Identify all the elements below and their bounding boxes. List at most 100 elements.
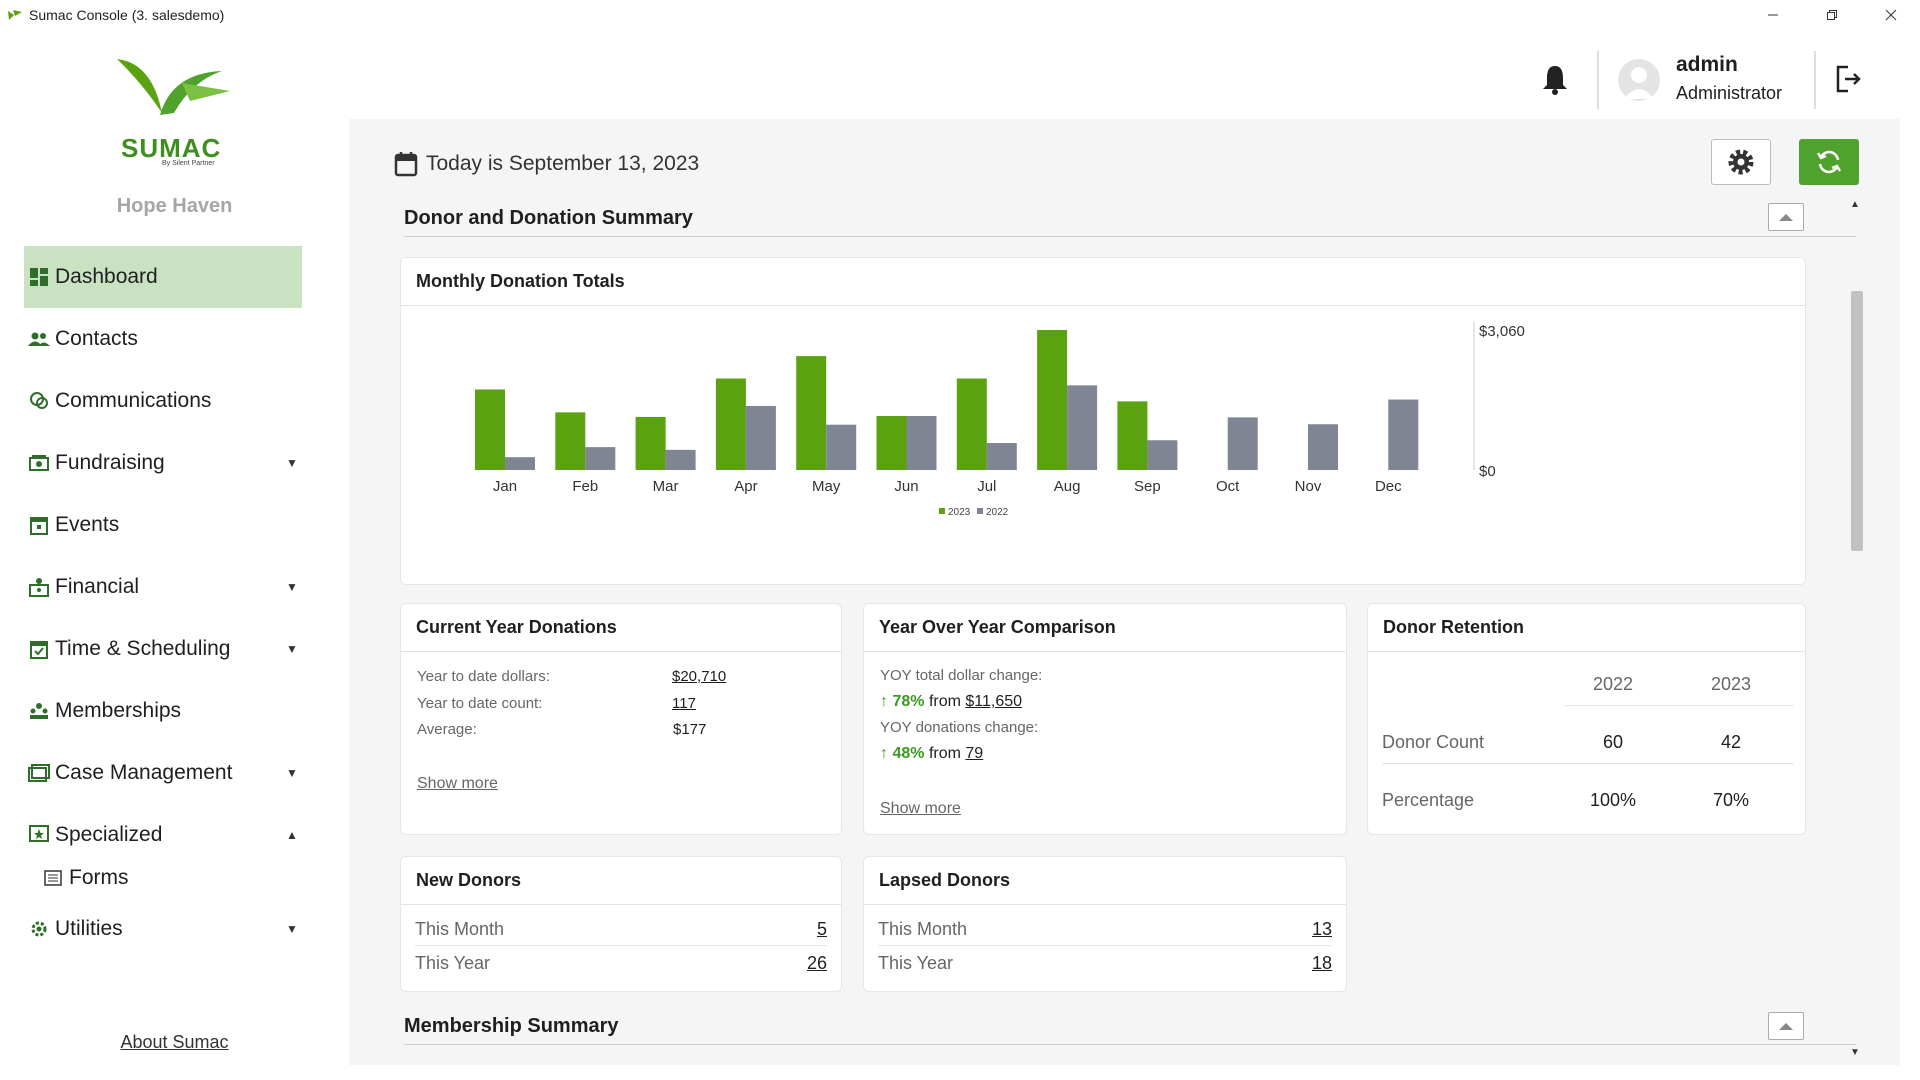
lapsed-donors-month-value[interactable]: 13: [1311, 919, 1332, 939]
show-more-link[interactable]: Show more: [880, 800, 961, 817]
section-title-membership-summary: Membership Summary: [404, 1015, 619, 1037]
legend-label: 2022: [986, 507, 1009, 518]
star-icon: [28, 824, 50, 846]
section-divider: [404, 1044, 1856, 1045]
sumac-logo: SUMAC By Silent Partner: [112, 53, 238, 171]
scroll-up-arrow[interactable]: ▲: [1850, 199, 1860, 210]
yoy-donations-change: ↑ 48% from 79: [880, 745, 983, 763]
user-name: admin: [1676, 53, 1738, 76]
app-icon: [7, 7, 23, 23]
header-divider: [1814, 51, 1816, 109]
bar-2022-oct: [1227, 417, 1258, 470]
sidebar-item-utilities[interactable]: Utilities ▼: [24, 898, 302, 960]
bar-2022-may: [826, 424, 857, 470]
yoy-donations-from[interactable]: 79: [965, 745, 984, 762]
close-button[interactable]: [1861, 0, 1920, 29]
ytd-dollars-label: Year to date dollars:: [417, 668, 550, 685]
collapse-button[interactable]: [1768, 1012, 1804, 1040]
this-month-label: This Month: [415, 919, 505, 939]
retention-col-2023: 2023: [1710, 674, 1752, 694]
up-arrow-icon: ↑: [880, 745, 888, 762]
sidebar-item-case-management[interactable]: Case Management ▼: [24, 742, 302, 804]
new-donors-year-value[interactable]: 26: [806, 953, 827, 973]
sidebar-subitem-forms[interactable]: Forms: [24, 858, 302, 898]
sidebar-item-label: Communications: [55, 389, 212, 412]
percentage-label: Percentage: [1382, 790, 1475, 810]
new-donors-month-value[interactable]: 5: [816, 919, 827, 939]
scroll-down-arrow[interactable]: ▼: [1850, 1047, 1860, 1058]
sidebar-item-label: Specialized: [55, 823, 163, 846]
ytd-dollars-value[interactable]: $20,710: [672, 668, 727, 685]
sidebar-item-financial[interactable]: Financial ▼: [24, 556, 302, 618]
sidebar-item-communications[interactable]: Communications: [24, 370, 302, 432]
chevron-down-icon[interactable]: ▼: [286, 642, 298, 656]
row-divider: [1564, 705, 1794, 706]
header-divider: [1597, 51, 1599, 109]
chevron-down-icon[interactable]: ▼: [286, 456, 298, 470]
x-tick-label: Oct: [1216, 478, 1240, 495]
scroll-thumb[interactable]: [1851, 291, 1863, 551]
about-sumac-link[interactable]: About Sumac: [120, 1032, 229, 1052]
bar-2022-sep: [1147, 440, 1178, 470]
avatar[interactable]: [1618, 59, 1660, 101]
card-title: Current Year Donations: [401, 604, 841, 652]
settings-button[interactable]: [1711, 139, 1771, 185]
sidebar-item-dashboard[interactable]: Dashboard: [24, 246, 302, 308]
gear-icon: [1728, 149, 1754, 175]
chevron-down-icon[interactable]: ▼: [286, 922, 298, 936]
gear-icon: [28, 918, 50, 940]
user-role: Administrator: [1676, 83, 1783, 103]
sidebar-item-label: Events: [55, 513, 120, 536]
bar-2022-apr: [745, 405, 776, 470]
chevron-down-icon[interactable]: ▼: [286, 766, 298, 780]
logout-icon[interactable]: [1836, 65, 1862, 98]
calendar-icon: [394, 152, 418, 177]
lapsed-donors-year-value[interactable]: 18: [1311, 953, 1332, 973]
monthly-donations-chart: Jan Feb Mar Apr May Jun Jul Aug Sep Oct Nov Dec $3,0…: [475, 322, 1525, 518]
bell-icon[interactable]: [1541, 63, 1569, 100]
restore-button[interactable]: [1802, 0, 1861, 29]
card-title: New Donors: [401, 857, 841, 905]
x-tick-label: Dec: [1375, 478, 1402, 495]
donor-retention-card: Donor Retention 2022 2023 Donor Count 60…: [1367, 603, 1806, 835]
sidebar-item-specialized[interactable]: Specialized ▲: [24, 804, 302, 866]
refresh-button[interactable]: [1799, 139, 1859, 185]
monthly-donations-card: Monthly Donation Totals Jan Feb Mar Apr May J…: [400, 257, 1806, 585]
sidebar-item-label: Dashboard: [55, 265, 158, 288]
bar-2023-aug: [1037, 330, 1068, 470]
org-name: Hope Haven: [116, 195, 233, 217]
show-more-link[interactable]: Show more: [417, 775, 498, 792]
chevron-up-icon: [1779, 1023, 1793, 1030]
sidebar-item-memberships[interactable]: Memberships: [24, 680, 302, 742]
new-donors-card: New Donors This Month 5 This Year 26: [400, 856, 842, 992]
sidebar-item-fundraising[interactable]: Fundraising ▼: [24, 432, 302, 494]
sidebar-item-label: Case Management: [55, 761, 233, 784]
section-divider: [404, 236, 1856, 237]
bar-2023-apr: [715, 378, 746, 470]
yoy-dollar-from[interactable]: $11,650: [965, 693, 1023, 710]
collapse-button[interactable]: [1768, 203, 1804, 231]
sidebar-item-events[interactable]: Events: [24, 494, 302, 556]
bar-2022-nov: [1308, 424, 1338, 470]
bar-2023-jul: [956, 378, 987, 470]
x-tick-label: Jun: [894, 478, 918, 495]
x-tick-label: Jul: [977, 478, 996, 495]
sidebar-item-contacts[interactable]: Contacts: [24, 308, 302, 370]
percentage-2022: 100%: [1589, 790, 1637, 810]
date-row: Today is September 13, 2023: [394, 151, 699, 177]
group-icon: [28, 700, 50, 722]
sidebar-item-time-scheduling[interactable]: Time & Scheduling ▼: [24, 618, 302, 680]
card-title: Lapsed Donors: [864, 857, 1346, 905]
x-tick-label: Apr: [734, 478, 757, 495]
this-month-label: This Month: [878, 919, 968, 939]
chevron-up-icon[interactable]: ▲: [286, 828, 298, 842]
sidebar-subitem-label: Forms: [69, 866, 129, 889]
calendar-icon: [28, 514, 50, 536]
chevron-down-icon[interactable]: ▼: [286, 580, 298, 594]
average-value: $177: [673, 721, 707, 738]
minimize-button[interactable]: [1743, 0, 1802, 29]
vertical-scrollbar[interactable]: ▲ ▼: [1847, 199, 1863, 1059]
ytd-count-value[interactable]: 117: [672, 695, 696, 712]
donor-count-2023: 42: [1720, 732, 1742, 752]
title-bar: Sumac Console (3. salesdemo): [0, 0, 1920, 29]
